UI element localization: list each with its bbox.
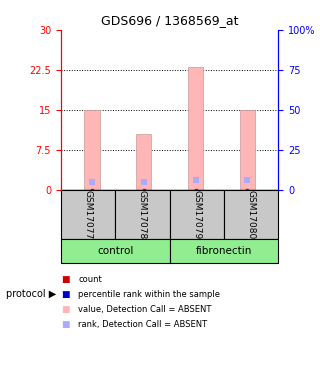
Text: ■: ■ bbox=[61, 305, 69, 314]
Text: control: control bbox=[97, 246, 133, 255]
Text: GSM17079: GSM17079 bbox=[192, 190, 201, 239]
Bar bbox=[240, 110, 255, 190]
Bar bbox=[188, 68, 203, 190]
Bar bbox=[136, 134, 151, 190]
Point bbox=[89, 179, 94, 185]
Text: protocol ▶: protocol ▶ bbox=[6, 290, 57, 299]
Bar bbox=[61, 238, 170, 262]
Bar bbox=[84, 110, 100, 190]
Text: ■: ■ bbox=[61, 320, 69, 329]
Title: GDS696 / 1368569_at: GDS696 / 1368569_at bbox=[101, 15, 238, 27]
Point bbox=[193, 177, 198, 183]
Point bbox=[141, 179, 146, 185]
Text: GSM17078: GSM17078 bbox=[138, 190, 147, 239]
Bar bbox=[170, 190, 224, 238]
Bar bbox=[61, 190, 115, 238]
Text: percentile rank within the sample: percentile rank within the sample bbox=[78, 290, 220, 299]
Point bbox=[245, 177, 250, 183]
Text: rank, Detection Call = ABSENT: rank, Detection Call = ABSENT bbox=[78, 320, 208, 329]
Bar bbox=[170, 238, 278, 262]
Text: GSM17080: GSM17080 bbox=[247, 190, 256, 239]
Bar bbox=[224, 190, 278, 238]
Text: fibronectin: fibronectin bbox=[196, 246, 252, 255]
Text: GSM17077: GSM17077 bbox=[84, 190, 92, 239]
Text: count: count bbox=[78, 275, 102, 284]
Bar bbox=[115, 190, 170, 238]
Text: ■: ■ bbox=[61, 290, 69, 299]
Text: value, Detection Call = ABSENT: value, Detection Call = ABSENT bbox=[78, 305, 212, 314]
Text: ■: ■ bbox=[61, 275, 69, 284]
